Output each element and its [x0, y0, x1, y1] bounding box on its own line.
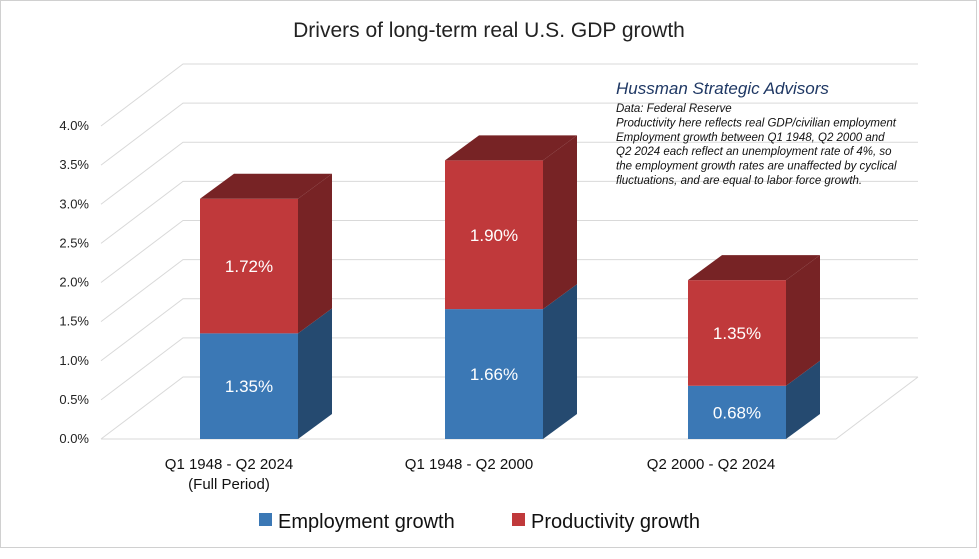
chart-frame: Drivers of long-term real U.S. GDP growt… — [0, 0, 977, 548]
bar-side — [298, 173, 332, 334]
x-axis: Q1 1948 - Q2 2024 (Full Period) Q1 1948 - … — [165, 456, 775, 493]
data-label: 1.35% — [225, 377, 273, 396]
y-tick-label: 0.5% — [59, 392, 89, 407]
legend-label: Productivity growth — [531, 511, 700, 533]
gridline — [100, 298, 918, 362]
x-tick-label: Q1 1948 - Q2 2000 — [405, 456, 533, 473]
annotation-line: the employment growth rates are unaffect… — [616, 161, 897, 173]
bar-segment — [445, 160, 543, 310]
data-label: 1.72% — [225, 257, 273, 276]
bar-top — [445, 135, 577, 161]
legend-label: Employment growth — [278, 511, 455, 533]
bar-top — [688, 255, 820, 281]
gridline — [100, 141, 918, 205]
bar-side — [786, 255, 820, 386]
y-tick-label: 1.5% — [59, 314, 89, 329]
bar-top — [200, 173, 332, 199]
bar-side — [543, 284, 577, 439]
gridline — [100, 376, 918, 440]
bar-segment — [688, 385, 786, 439]
annotation: Hussman Strategic Advisors Data: Federal… — [616, 79, 897, 187]
x-tick-label: (Full Period) — [188, 476, 270, 493]
data-label: 1.90% — [470, 226, 518, 245]
x-tick-label: Q1 1948 - Q2 2024 — [165, 456, 293, 473]
annotation-line: fluctuations, and are equal to labor for… — [616, 175, 862, 187]
bar-stack: 1.35% 1.72% — [200, 173, 332, 439]
bar-side — [543, 135, 577, 310]
gridline — [100, 180, 918, 244]
bar-segment — [200, 198, 298, 334]
y-tick-label: 4.0% — [59, 118, 89, 133]
annotation-line: Data: Federal Reserve — [616, 103, 732, 115]
gridline — [100, 102, 918, 166]
gridlines — [100, 63, 919, 440]
y-axis: 0.0% 0.5% 1.0% 1.5% 2.0% 2.5% 3.0% 3.5% 4.0% — [59, 118, 89, 446]
gridline — [100, 337, 918, 401]
bars: 1.35% 1.72% 1.66% 1.90% 0.68% 1.35% — [200, 135, 820, 439]
chart-svg: Drivers of long-term real U.S. GDP growt… — [59, 19, 919, 533]
gridline — [100, 220, 918, 283]
data-label: 0.68% — [713, 403, 761, 422]
bar-side — [786, 360, 820, 439]
floor-edge — [101, 376, 919, 440]
bar-side — [298, 308, 332, 439]
data-label: 1.66% — [470, 365, 518, 384]
x-tick-label: Q2 2000 - Q2 2024 — [647, 456, 775, 473]
bar-stack: 1.66% 1.90% — [445, 135, 577, 439]
gridline — [100, 63, 918, 127]
bar-segment — [688, 280, 786, 386]
legend-swatch — [259, 513, 272, 526]
y-tick-label: 0.0% — [59, 431, 89, 446]
y-tick-label: 2.5% — [59, 235, 89, 250]
annotation-line: Productivity here reflects real GDP/civi… — [616, 117, 897, 129]
y-tick-label: 3.5% — [59, 157, 89, 172]
legend: Employment growth Productivity growth — [259, 511, 700, 533]
annotation-heading: Hussman Strategic Advisors — [616, 79, 829, 98]
gridline — [100, 259, 918, 323]
bar-segment — [445, 309, 543, 439]
legend-swatch — [512, 513, 525, 526]
annotation-line: Employment growth between Q1 1948, Q2 20… — [616, 132, 885, 144]
data-label: 1.35% — [713, 324, 761, 343]
chart-title: Drivers of long-term real U.S. GDP growt… — [293, 19, 685, 42]
annotation-line: Q2 2024 each reflect an unemployment rat… — [616, 146, 892, 158]
y-tick-label: 3.0% — [59, 196, 89, 211]
y-tick-label: 2.0% — [59, 275, 89, 290]
y-tick-label: 1.0% — [59, 353, 89, 368]
bar-segment — [200, 333, 298, 439]
bar-stack: 0.68% 1.35% — [688, 255, 820, 439]
